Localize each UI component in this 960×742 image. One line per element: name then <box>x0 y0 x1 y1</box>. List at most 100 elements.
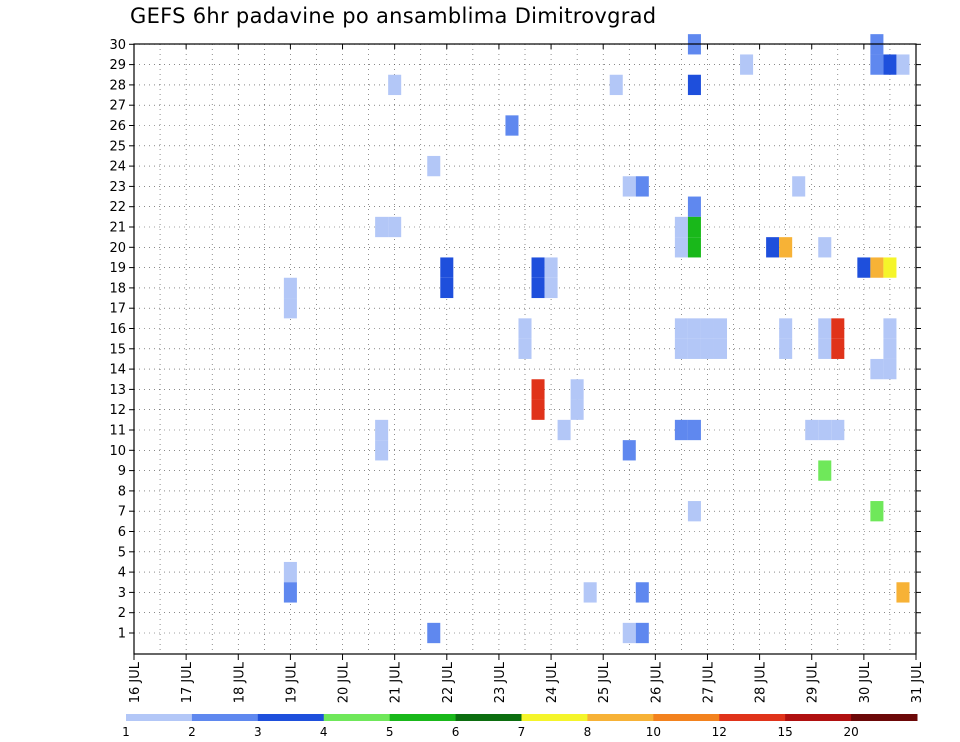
y-tick-label: 28 <box>109 78 126 93</box>
precip-cell <box>687 419 701 441</box>
colorbar-segment <box>323 714 391 721</box>
precip-cell <box>440 277 454 299</box>
y-tick-label: 4 <box>118 566 126 581</box>
precip-cell <box>883 358 897 380</box>
precip-cell <box>674 216 688 238</box>
colorbar-segment <box>389 714 457 721</box>
precip-cell <box>544 277 558 299</box>
colorbar-label: 10 <box>646 725 661 739</box>
y-tick-label: 24 <box>109 160 126 175</box>
y-tick-label: 8 <box>118 484 126 499</box>
precip-cell <box>635 622 649 644</box>
precip-cell <box>505 115 519 136</box>
precip-cell <box>883 338 897 359</box>
y-tick-label: 11 <box>109 424 126 439</box>
y-tick-label: 5 <box>118 545 126 560</box>
y-tick-label: 20 <box>109 241 126 256</box>
colorbar-segment <box>126 714 193 721</box>
precip-cell <box>883 54 897 75</box>
precip-cell <box>609 74 623 96</box>
precip-cell <box>857 257 871 278</box>
precip-cell <box>427 155 441 177</box>
y-tick-label: 26 <box>109 119 126 134</box>
y-tick-label: 30 <box>109 38 126 53</box>
y-tick-label: 27 <box>109 99 126 114</box>
x-tick-label: 26 JUL <box>649 661 664 703</box>
precip-cell <box>570 399 584 420</box>
precip-cell <box>544 257 558 278</box>
colorbar-segment <box>455 714 522 721</box>
precip-cell <box>674 419 688 441</box>
x-tick-label: 27 JUL <box>701 661 716 703</box>
precip-cell <box>531 257 545 278</box>
precip-cell <box>779 338 793 359</box>
precip-cell <box>427 622 441 644</box>
precip-cell <box>531 379 545 400</box>
y-tick-label: 18 <box>109 281 126 296</box>
colorbar-segment <box>257 714 325 721</box>
x-tick-label: 18 JUL <box>232 661 247 703</box>
precip-cell <box>687 237 701 258</box>
y-tick-label: 7 <box>118 505 126 520</box>
colorbar-segment <box>851 714 918 721</box>
precip-cell <box>687 501 701 522</box>
y-tick-label: 3 <box>118 586 126 601</box>
precip-cell <box>531 399 545 420</box>
y-tick-label: 12 <box>109 403 126 418</box>
precip-cell <box>818 237 832 258</box>
precip-cell <box>622 622 636 644</box>
x-tick-label: 25 JUL <box>597 661 612 703</box>
precip-cell <box>831 338 845 359</box>
colorbar-label: 20 <box>843 725 858 739</box>
colorbar-segment <box>521 714 588 721</box>
precip-cell <box>896 582 910 603</box>
precip-cell <box>818 338 832 359</box>
y-tick-label: 14 <box>109 363 126 378</box>
y-tick-label: 19 <box>109 261 126 276</box>
precip-cell <box>883 257 897 278</box>
precip-cell <box>700 318 714 339</box>
x-tick-label: 23 JUL <box>493 661 508 703</box>
precip-cell <box>687 74 701 96</box>
precip-cell <box>518 318 532 339</box>
y-tick-label: 16 <box>109 322 126 337</box>
precip-cell <box>831 419 845 441</box>
x-tick-label: 30 JUL <box>858 661 873 703</box>
x-tick-label: 17 JUL <box>180 661 195 703</box>
precip-cell <box>531 277 545 299</box>
y-tick-label: 29 <box>109 58 126 73</box>
y-tick-label: 6 <box>118 525 126 540</box>
precip-cell <box>700 338 714 359</box>
precip-cell <box>557 419 571 441</box>
precip-cell <box>687 216 701 238</box>
colorbar-segment <box>587 714 654 721</box>
x-tick-label: 16 JUL <box>128 661 143 703</box>
precip-cell <box>687 318 701 339</box>
y-tick-label: 1 <box>118 627 126 642</box>
precip-cell <box>570 379 584 400</box>
precip-cell <box>779 237 793 258</box>
chart-title: GEFS 6hr padavine po ansamblima Dimitrov… <box>130 4 657 28</box>
x-tick-label: 31 JUL <box>910 661 925 703</box>
x-tick-label: 24 JUL <box>545 661 560 703</box>
precip-cell <box>792 176 806 197</box>
precip-cell <box>283 277 297 299</box>
precip-cell <box>674 318 688 339</box>
precip-cell <box>518 338 532 359</box>
precip-cell <box>283 298 297 319</box>
precip-cell <box>635 582 649 603</box>
precip-cell <box>870 501 884 522</box>
precip-cell <box>375 419 389 441</box>
precip-cell <box>622 440 636 461</box>
precip-cell <box>740 54 754 75</box>
precip-cell <box>818 318 832 339</box>
precip-cell <box>622 176 636 197</box>
colorbar-label: 2 <box>188 725 196 739</box>
colorbar-label: 12 <box>712 725 727 739</box>
colorbar-label: 5 <box>386 725 394 739</box>
precip-cell <box>779 318 793 339</box>
precip-cell <box>818 460 832 481</box>
precip-cell <box>583 582 597 603</box>
precip-cell <box>674 338 688 359</box>
